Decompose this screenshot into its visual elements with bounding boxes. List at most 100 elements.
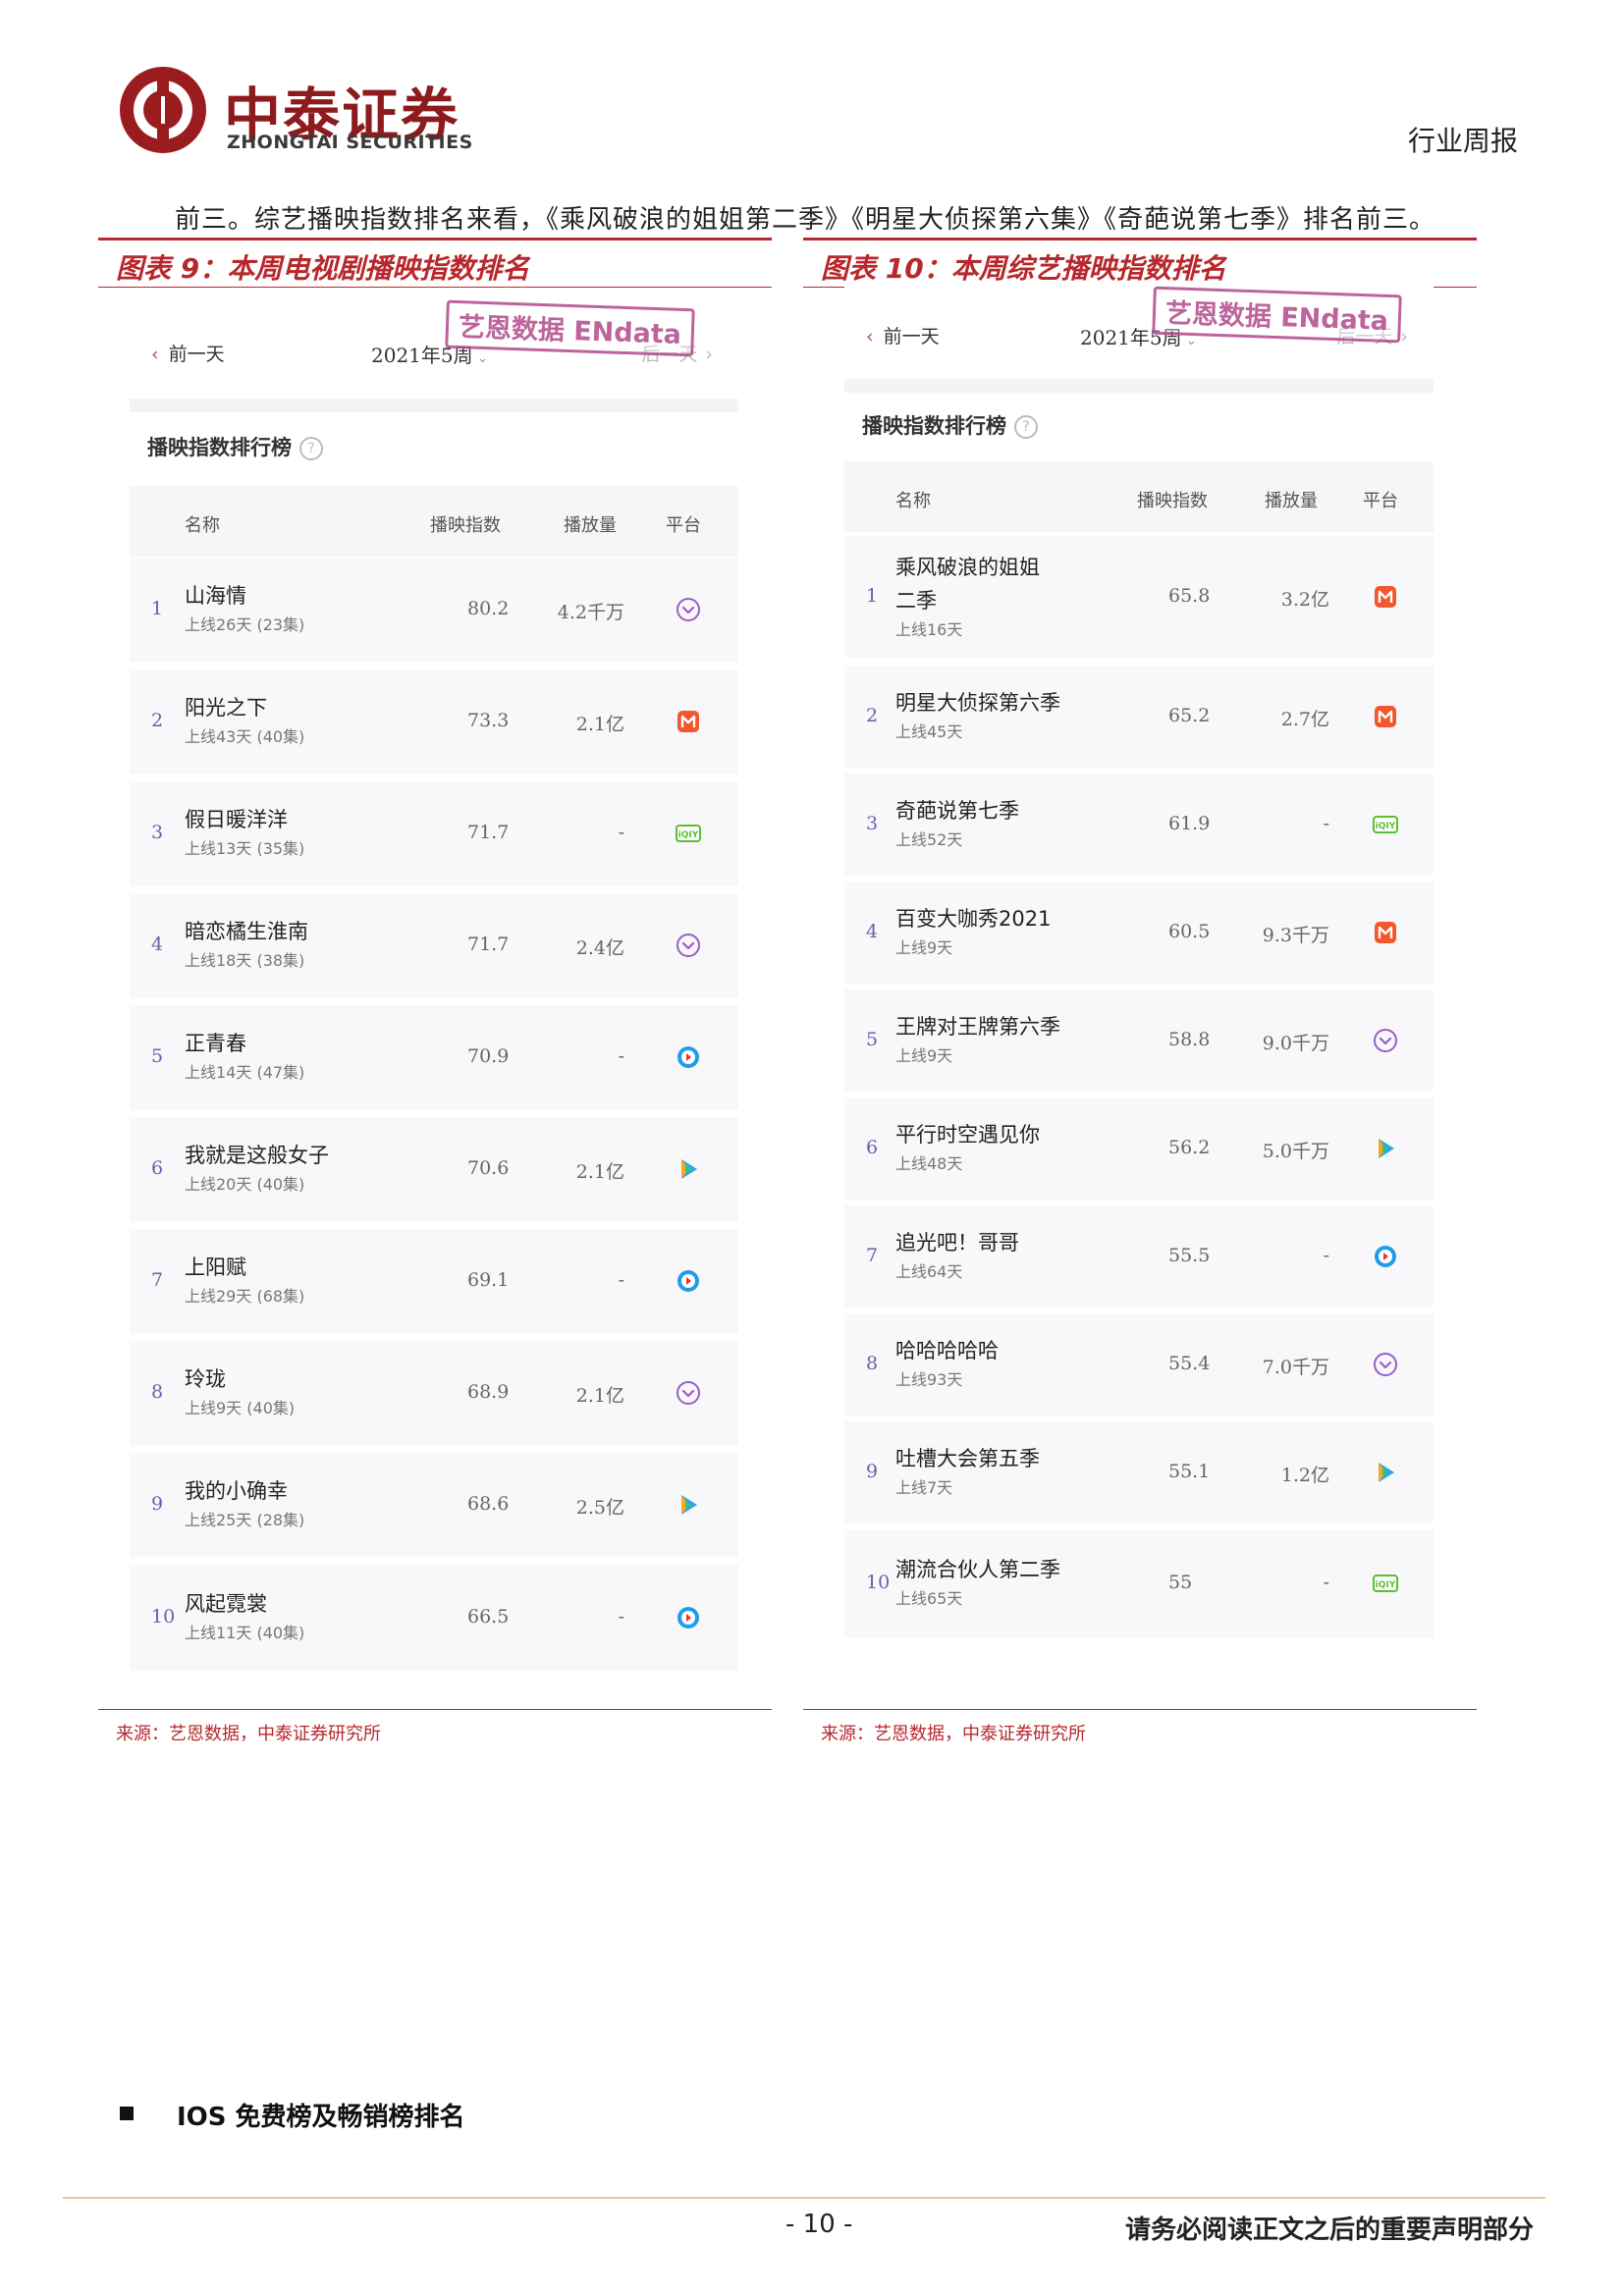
row-subtitle: 上线11天 (40集)	[185, 1624, 305, 1642]
ranking-board-title: 播映指数排行榜?	[147, 432, 323, 461]
prev-day-label: 前一天	[168, 344, 225, 365]
row-title: 追光吧！哥哥	[895, 1231, 1019, 1255]
row-title: 山海情	[185, 584, 246, 608]
table-row[interactable]: 5 正青春 上线14天 (47集) 70.9 -	[130, 1005, 738, 1109]
col-name-header: 名称	[185, 515, 220, 536]
platform-youku-icon	[1373, 1028, 1398, 1053]
row-subtitle: 上线26天 (23集)	[185, 615, 305, 634]
platform-youku-icon	[676, 1380, 701, 1406]
row-rank: 7	[866, 1245, 879, 1266]
prev-day-button[interactable]: ‹ 前一天	[151, 340, 225, 366]
table-row[interactable]: 2 明星大侦探第六季 上线45天 65.2 2.7亿	[844, 666, 1434, 768]
table-row[interactable]: 5 王牌对王牌第六季 上线9天 58.8 9.0千万	[844, 989, 1434, 1092]
next-day-button[interactable]: 后一天 ›	[1336, 322, 1408, 348]
col-platform-header: 平台	[1363, 491, 1398, 511]
row-play-index: 68.6	[467, 1493, 510, 1515]
table-row[interactable]: 7 追光吧！哥哥 上线64天 55.5 -	[844, 1205, 1434, 1308]
week-label: 2021年5周	[1080, 326, 1182, 349]
next-day-button[interactable]: 后一天 ›	[641, 340, 713, 366]
help-icon[interactable]: ?	[299, 437, 323, 460]
endata-watermark-stamp: 艺恩数据 ENdata	[1152, 286, 1402, 344]
prev-day-button[interactable]: ‹ 前一天	[866, 322, 940, 348]
figure-source-rule	[98, 1709, 772, 1710]
row-title: 王牌对王牌第六季	[895, 1015, 1060, 1039]
footer-rule	[63, 2197, 1545, 2199]
row-subtitle: 上线93天	[895, 1370, 963, 1389]
table-row[interactable]: 3 假日暖洋洋 上线13天 (35集) 71.7 - iQIY	[130, 781, 738, 885]
row-play-count: 1.2亿	[1280, 1465, 1329, 1486]
row-rank: 6	[151, 1157, 164, 1179]
platform-iqiyi-icon: iQIY	[676, 821, 701, 846]
chevron-down-icon: ⌄	[476, 350, 489, 366]
row-rank: 9	[151, 1493, 164, 1515]
row-play-index: 69.1	[467, 1269, 510, 1291]
table-row[interactable]: 10 潮流合伙人第二季 上线65天 55 - iQIY	[844, 1529, 1434, 1637]
figure-top-rule	[98, 238, 772, 240]
platform-tencent-icon	[676, 1156, 701, 1182]
figure-source: 来源：艺恩数据，中泰证券研究所	[116, 1724, 381, 1744]
row-title: 哈哈哈哈哈	[895, 1339, 999, 1362]
platform-youku-icon	[676, 597, 701, 622]
row-rank: 8	[151, 1381, 164, 1403]
row-play-index: 66.5	[467, 1606, 510, 1628]
table-row[interactable]: 7 上阳赋 上线29天 (68集) 69.1 -	[130, 1229, 738, 1333]
col-plays-header: 播放量	[1265, 491, 1318, 511]
week-label: 2021年5周	[371, 344, 473, 367]
table-row[interactable]: 1 乘风破浪的姐姐 二季 上线16天 65.8 3.2亿	[844, 536, 1434, 658]
row-play-count: -	[1323, 813, 1329, 834]
variety-show-ranking-panel: ‹ 前一天 2021年5周 ⌄ 后一天 › 艺恩数据 ENdata 播映指数排行榜? 名称 播映指…	[844, 286, 1434, 1651]
tv-drama-ranking-panel: ‹ 前一天 2021年5周 ⌄ 后一天 › 艺恩数据 ENdata 播映指数排行榜? 名称 播映指…	[130, 299, 738, 1671]
row-subtitle: 上线14天 (47集)	[185, 1063, 305, 1082]
row-play-count: -	[1323, 1245, 1329, 1266]
row-play-index: 60.5	[1168, 921, 1211, 942]
col-plays-header: 播放量	[564, 515, 617, 536]
table-row[interactable]: 4 百变大咖秀2021 上线9天 60.5 9.3千万	[844, 881, 1434, 984]
table-row[interactable]: 8 玲珑 上线9天 (40集) 68.9 2.1亿	[130, 1341, 738, 1445]
row-rank: 4	[151, 934, 164, 955]
table-row[interactable]: 4 暗恋橘生淮南 上线18天 (38集) 71.7 2.4亿	[130, 893, 738, 997]
row-play-index: 55	[1168, 1572, 1193, 1593]
table-row[interactable]: 9 吐槽大会第五季 上线7天 55.1 1.2亿	[844, 1421, 1434, 1523]
figure-title: 图表 9：本周电视剧播映指数排名	[116, 252, 530, 285]
week-selector[interactable]: 2021年5周 ⌄	[371, 340, 488, 368]
table-row[interactable]: 6 平行时空遇见你 上线48天 56.2 5.0千万	[844, 1097, 1434, 1200]
row-rank: 10	[866, 1572, 891, 1593]
table-row[interactable]: 8 哈哈哈哈哈 上线93天 55.4 7.0千万	[844, 1313, 1434, 1415]
row-play-index: 70.6	[467, 1157, 510, 1179]
table-row[interactable]: 6 我就是这般女子上线20天 (40集) 70.6 2.1亿	[130, 1117, 738, 1221]
row-subtitle: 上线25天 (28集)	[185, 1511, 305, 1529]
figure-title-rule	[98, 287, 772, 288]
row-rank: 5	[151, 1045, 164, 1067]
next-day-label: 后一天	[1336, 326, 1393, 347]
table-row[interactable]: 10 风起霓裳 上线11天 (40集) 66.5 -	[130, 1565, 738, 1671]
section-separator	[130, 399, 738, 412]
row-rank: 3	[866, 813, 879, 834]
platform-mango-icon	[1373, 584, 1398, 610]
platform-tencent-icon	[676, 1492, 701, 1518]
row-subtitle: 上线20天 (40集)	[185, 1175, 305, 1194]
row-title: 我就是这般女子	[185, 1144, 329, 1167]
table-row[interactable]: 9 我的小确幸 上线25天 (28集) 68.6 2.5亿	[130, 1453, 738, 1557]
row-play-count: 7.0千万	[1262, 1357, 1329, 1378]
row-title: 乘风破浪的姐姐	[895, 556, 1040, 579]
platform-mango-icon	[676, 709, 701, 734]
row-subtitle: 上线16天	[895, 620, 963, 639]
week-selector[interactable]: 2021年5周 ⌄	[1080, 322, 1197, 350]
row-title: 正青春	[185, 1032, 246, 1055]
chevron-right-icon: ›	[705, 344, 713, 365]
row-play-index: 80.2	[467, 598, 510, 619]
row-rank: 1	[151, 598, 164, 619]
figure-title: 图表 10：本周综艺播映指数排名	[821, 252, 1226, 285]
table-row[interactable]: 1 山海情 上线26天 (23集) 80.2 4.2千万	[130, 558, 738, 662]
platform-tencent-icon	[1373, 1136, 1398, 1161]
table-row[interactable]: 2 阳光之下 上线43天 (40集) 73.3 2.1亿	[130, 669, 738, 774]
help-icon[interactable]: ?	[1014, 415, 1038, 439]
row-play-index: 65.8	[1168, 585, 1211, 607]
col-index-header: 播映指数	[1137, 491, 1208, 511]
row-rank: 5	[866, 1029, 879, 1050]
row-play-count: 2.1亿	[575, 1161, 624, 1183]
row-rank: 4	[866, 921, 879, 942]
table-row[interactable]: 3 奇葩说第七季 上线52天 61.9 - iQIY	[844, 774, 1434, 876]
row-rank: 7	[151, 1269, 164, 1291]
svg-text:iQIY: iQIY	[1376, 1580, 1396, 1590]
